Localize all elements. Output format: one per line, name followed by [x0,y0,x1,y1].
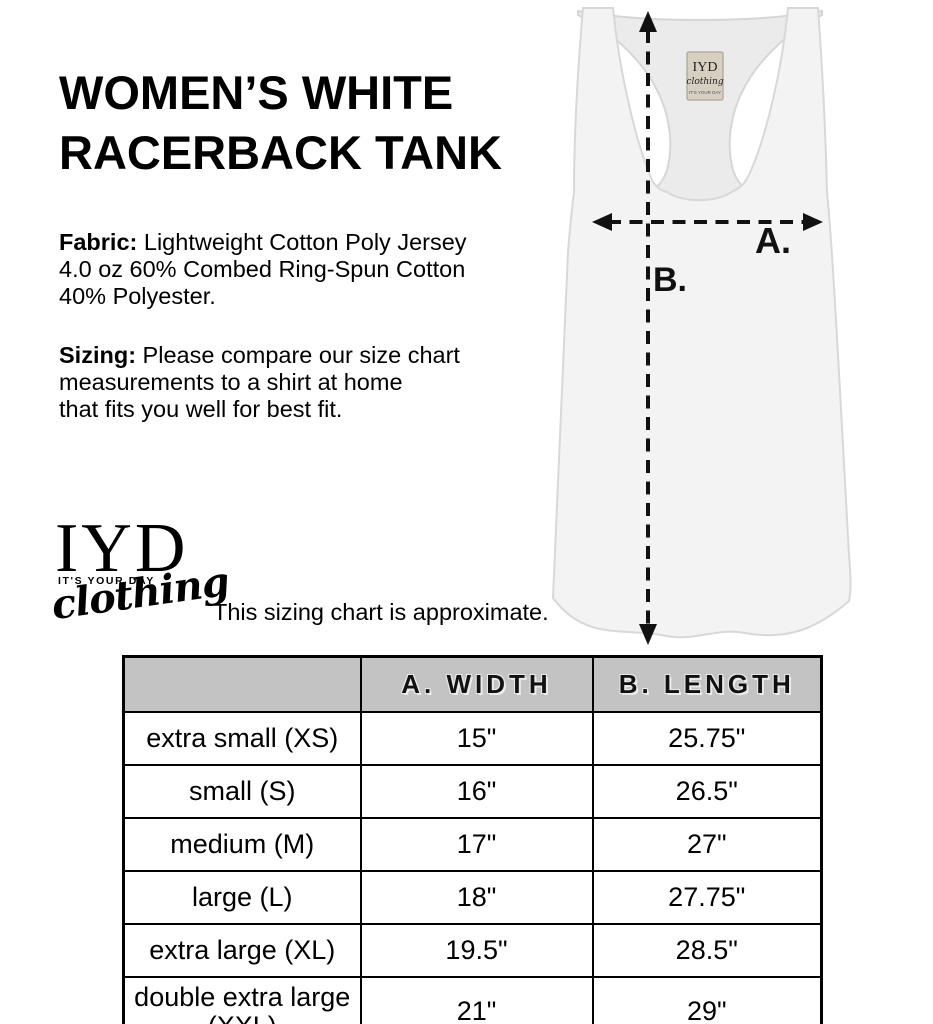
header-row: A. WIDTH B. LENGTH [122,655,823,713]
title-line-1: WOMEN’S WHITE [59,66,454,120]
tag-tagline-text: IT'S YOUR DAY [689,90,721,95]
length-cell: 29" [591,976,823,1024]
sizing-line-3: that fits you well for best fit. [59,396,343,423]
length-column-header: B. LENGTH [591,655,823,713]
width-cell: 21" [359,976,594,1024]
width-arrow [592,213,823,231]
table-row: large (L) 18" 27.75" [122,870,823,925]
logo-acronym: IYD [55,510,189,587]
sizing-line-2: measurements to a shirt at home [59,368,403,395]
size-cell: large (L) [122,870,362,925]
sizing-label: Sizing: [59,341,137,368]
length-cell: 26.5" [591,764,823,819]
length-cell: 25.75" [591,711,823,766]
table-row: small (S) 16" 26.5" [122,764,823,819]
brand-logo: IYD IT'S YOUR DAY clothing [49,510,232,638]
table-row: extra small (XS) 15" 25.75" [122,711,823,766]
size-cell: small (S) [122,764,362,819]
title-line-2: RACERBACK TANK [59,126,502,180]
size-chart-table: A. WIDTH B. LENGTH extra small (XS) 15" … [122,655,823,1024]
logo-tagline: IT'S YOUR DAY [58,575,155,587]
table-row: extra large (XL) 19.5" 28.5" [122,923,823,978]
size-column-header [122,655,362,713]
fabric-line-3: 40% Polyester. [59,283,216,310]
approx-note: This sizing chart is approximate. [213,599,549,625]
fabric-label: Fabric: [59,228,138,255]
size-cell: double extra large (XXL) [122,976,362,1024]
width-cell: 17" [359,817,594,872]
width-column-header: A. WIDTH [359,655,594,713]
neck-tag: IYD clothing IT'S YOUR DAY [686,51,724,101]
length-arrow [639,11,657,645]
size-cell: extra large (XL) [122,923,362,978]
length-cell: 28.5" [591,923,823,978]
width-cell: 18" [359,870,594,925]
tag-script-text: clothing [686,77,723,87]
fabric-line-1: Lightweight Cotton Poly Jersey [137,228,467,255]
fabric-paragraph: Fabric: Lightweight Cotton Poly Jersey 4… [59,229,467,311]
tag-brand-text: IYD [693,60,718,75]
length-cell: 27" [591,817,823,872]
tank-diagram: IYD clothing IT'S YOUR DAY A. B. [551,7,852,645]
sizing-line-1: Please compare our size chart [136,341,460,368]
size-cell: extra small (XS) [122,711,362,766]
fabric-line-2: 4.0 oz 60% Combed Ring-Spun Cotton [59,255,466,282]
sizing-paragraph: Sizing: Please compare our size chart me… [59,342,460,424]
width-cell: 16" [359,764,594,819]
length-cell: 27.75" [591,870,823,925]
page-title: WOMEN’S WHITE RACERBACK TANK [59,63,502,183]
length-label: B. [653,261,687,299]
size-cell: medium (M) [122,817,362,872]
table-row: medium (M) 17" 27" [122,817,823,872]
width-label: A. [755,220,791,261]
tank-front-panel [551,7,852,639]
width-cell: 19.5" [359,923,594,978]
width-cell: 15" [359,711,594,766]
table-row: double extra large (XXL) 21" 29" [122,976,823,1024]
